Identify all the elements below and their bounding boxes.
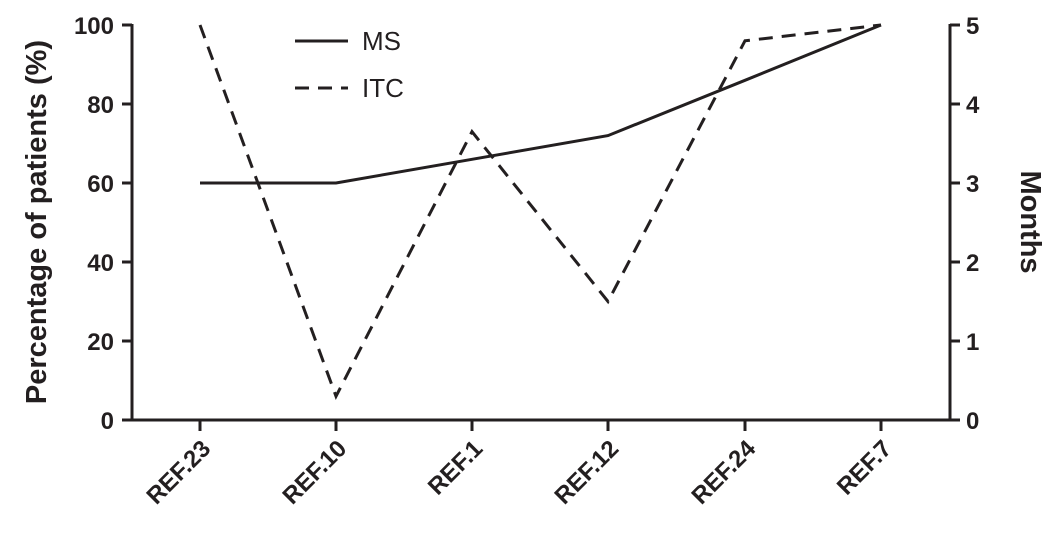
series-line-itc [198, 23, 882, 401]
x-tick-label: REF.7 [832, 435, 897, 500]
left-y-axis: 0 20 40 60 80 100 [74, 13, 134, 435]
series-line-ms [200, 23, 882, 185]
x-axis: REF.23 REF.10 REF.1 REF.12 REF.24 REF.7 [132, 418, 950, 510]
left-tick-label: 20 [87, 329, 114, 356]
right-tick-label: 1 [966, 329, 979, 356]
right-tick-label: 3 [966, 171, 979, 198]
legend-label-itc: ITC [362, 73, 404, 103]
left-tick-label: 40 [87, 250, 114, 277]
x-tick-label: REF.12 [549, 435, 624, 510]
left-tick-label: 0 [101, 408, 114, 435]
series-lines [198, 23, 882, 401]
left-axis-title: Percentage of patients (%) [21, 40, 53, 404]
right-tick-label: 2 [966, 250, 979, 277]
x-tick-label: REF.23 [141, 435, 216, 510]
right-tick-label: 4 [966, 92, 980, 119]
x-tick-label: REF.10 [277, 435, 352, 510]
left-tick-label: 60 [87, 171, 114, 198]
legend: MS ITC [295, 26, 404, 103]
right-tick-label: 0 [966, 408, 979, 435]
x-tick-label: REF.1 [423, 435, 488, 500]
right-axis-title: Months [1014, 170, 1046, 273]
left-tick-label: 100 [74, 13, 114, 40]
legend-label-ms: MS [362, 26, 401, 56]
x-tick-label: REF.24 [686, 435, 761, 510]
right-tick-label: 5 [966, 13, 979, 40]
left-tick-label: 80 [87, 92, 114, 119]
right-y-axis: 0 1 2 3 4 5 [948, 13, 980, 435]
